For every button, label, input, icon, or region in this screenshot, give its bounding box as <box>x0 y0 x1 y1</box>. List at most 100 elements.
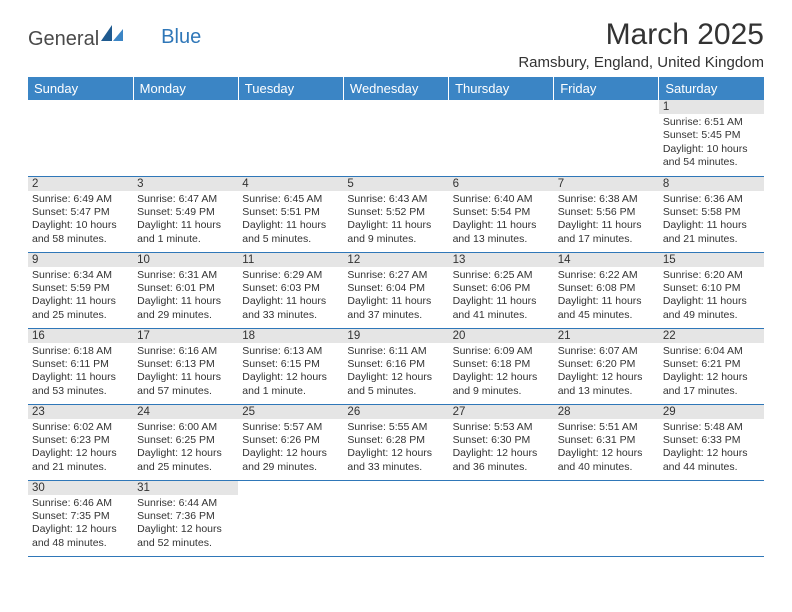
sunrise-text: Sunrise: 6:45 AM <box>242 193 339 206</box>
day-number: 23 <box>28 405 133 419</box>
sunrise-text: Sunrise: 6:31 AM <box>137 269 234 282</box>
sunset-text: Sunset: 7:36 PM <box>137 510 234 523</box>
logo: General Blue <box>28 18 201 51</box>
daylight-text: Daylight: 11 hours and 17 minutes. <box>558 219 655 246</box>
sunset-text: Sunset: 6:15 PM <box>242 358 339 371</box>
sunset-text: Sunset: 5:54 PM <box>453 206 550 219</box>
daylight-text: Daylight: 11 hours and 41 minutes. <box>453 295 550 322</box>
daylight-text: Daylight: 10 hours and 54 minutes. <box>663 143 760 170</box>
sunrise-text: Sunrise: 6:25 AM <box>453 269 550 282</box>
sunrise-text: Sunrise: 6:13 AM <box>242 345 339 358</box>
sunset-text: Sunset: 6:10 PM <box>663 282 760 295</box>
sunset-text: Sunset: 6:25 PM <box>137 434 234 447</box>
weekday-header: Friday <box>554 77 659 100</box>
calendar-cell: 18Sunrise: 6:13 AMSunset: 6:15 PMDayligh… <box>238 328 343 404</box>
calendar-cell: 26 Sunrise: 5:55 AMSunset: 6:28 PMDayligh… <box>343 404 448 480</box>
day-number: 24 <box>133 405 238 419</box>
sunrise-text: Sunrise: 6:29 AM <box>242 269 339 282</box>
day-number: 1 <box>659 100 764 114</box>
daylight-text: Daylight: 11 hours and 45 minutes. <box>558 295 655 322</box>
day-number: 25 <box>238 405 343 419</box>
calendar-cell <box>343 100 448 176</box>
sunrise-text: Sunrise: 5:51 AM <box>558 421 655 434</box>
day-number: 22 <box>659 329 764 343</box>
sunrise-text: Sunrise: 6:38 AM <box>558 193 655 206</box>
calendar-row: 2Sunrise: 6:49 AMSunset: 5:47 PMDaylight… <box>28 176 764 252</box>
day-number: 27 <box>449 405 554 419</box>
calendar-cell: 19Sunrise: 6:11 AMSunset: 6:16 PMDayligh… <box>343 328 448 404</box>
sunset-text: Sunset: 6:31 PM <box>558 434 655 447</box>
calendar-head: SundayMondayTuesdayWednesdayThursdayFrid… <box>28 77 764 100</box>
weekday-header: Wednesday <box>343 77 448 100</box>
daylight-text: Daylight: 12 hours and 44 minutes. <box>663 447 760 474</box>
sunrise-text: Sunrise: 6:44 AM <box>137 497 234 510</box>
weekday-header: Saturday <box>659 77 764 100</box>
sunset-text: Sunset: 6:01 PM <box>137 282 234 295</box>
sunrise-text: Sunrise: 6:18 AM <box>32 345 129 358</box>
logo-text-2: Blue <box>123 26 201 49</box>
sunrise-text: Sunrise: 6:04 AM <box>663 345 760 358</box>
daylight-text: Daylight: 12 hours and 36 minutes. <box>453 447 550 474</box>
day-number: 9 <box>28 253 133 267</box>
weekday-header: Sunday <box>28 77 133 100</box>
calendar-cell: 4Sunrise: 6:45 AMSunset: 5:51 PMDaylight… <box>238 176 343 252</box>
sunset-text: Sunset: 6:04 PM <box>347 282 444 295</box>
day-number: 17 <box>133 329 238 343</box>
day-number: 30 <box>28 481 133 495</box>
day-number: 7 <box>554 177 659 191</box>
day-number: 13 <box>449 253 554 267</box>
calendar-cell: 6Sunrise: 6:40 AMSunset: 5:54 PMDaylight… <box>449 176 554 252</box>
daylight-text: Daylight: 11 hours and 5 minutes. <box>242 219 339 246</box>
day-number: 26 <box>343 405 448 419</box>
calendar-cell <box>449 480 554 556</box>
sunrise-text: Sunrise: 6:22 AM <box>558 269 655 282</box>
sunrise-text: Sunrise: 6:09 AM <box>453 345 550 358</box>
sunset-text: Sunset: 5:52 PM <box>347 206 444 219</box>
day-number: 28 <box>554 405 659 419</box>
day-number: 11 <box>238 253 343 267</box>
sunset-text: Sunset: 5:45 PM <box>663 129 760 142</box>
sunset-text: Sunset: 6:11 PM <box>32 358 129 371</box>
sunset-text: Sunset: 6:30 PM <box>453 434 550 447</box>
sunrise-text: Sunrise: 6:34 AM <box>32 269 129 282</box>
day-number: 31 <box>133 481 238 495</box>
sunset-text: Sunset: 6:06 PM <box>453 282 550 295</box>
sunrise-text: Sunrise: 5:55 AM <box>347 421 444 434</box>
day-number: 10 <box>133 253 238 267</box>
sunset-text: Sunset: 6:28 PM <box>347 434 444 447</box>
sunrise-text: Sunrise: 6:49 AM <box>32 193 129 206</box>
sunset-text: Sunset: 6:20 PM <box>558 358 655 371</box>
calendar-body: 1Sunrise: 6:51 AMSunset: 5:45 PMDaylight… <box>28 100 764 556</box>
calendar-cell: 27Sunrise: 5:53 AMSunset: 6:30 PMDayligh… <box>449 404 554 480</box>
sunset-text: Sunset: 6:26 PM <box>242 434 339 447</box>
sunrise-text: Sunrise: 6:07 AM <box>558 345 655 358</box>
weekday-header: Thursday <box>449 77 554 100</box>
sunrise-text: Sunrise: 5:57 AM <box>242 421 339 434</box>
calendar-cell: 5Sunrise: 6:43 AMSunset: 5:52 PMDaylight… <box>343 176 448 252</box>
calendar-cell: 7Sunrise: 6:38 AMSunset: 5:56 PMDaylight… <box>554 176 659 252</box>
daylight-text: Daylight: 12 hours and 1 minute. <box>242 371 339 398</box>
location-text: Ramsbury, England, United Kingdom <box>518 54 764 71</box>
sunset-text: Sunset: 5:47 PM <box>32 206 129 219</box>
calendar-row: 9Sunrise: 6:34 AMSunset: 5:59 PMDaylight… <box>28 252 764 328</box>
month-title: March 2025 <box>518 18 764 52</box>
calendar-row: 30Sunrise: 6:46 AMSunset: 7:35 PMDayligh… <box>28 480 764 556</box>
calendar-table: SundayMondayTuesdayWednesdayThursdayFrid… <box>28 77 764 557</box>
sunset-text: Sunset: 6:03 PM <box>242 282 339 295</box>
calendar-cell: 29Sunrise: 5:48 AMSunset: 6:33 PMDayligh… <box>659 404 764 480</box>
daylight-text: Daylight: 12 hours and 52 minutes. <box>137 523 234 550</box>
day-content: Sunrise: 6:44 AMSunset: 7:36 PMDaylight:… <box>133 495 238 570</box>
sunset-text: Sunset: 6:21 PM <box>663 358 760 371</box>
calendar-row: 16Sunrise: 6:18 AMSunset: 6:11 PMDayligh… <box>28 328 764 404</box>
calendar-cell: 24Sunrise: 6:00 AMSunset: 6:25 PMDayligh… <box>133 404 238 480</box>
sunset-text: Sunset: 5:58 PM <box>663 206 760 219</box>
sunrise-text: Sunrise: 6:16 AM <box>137 345 234 358</box>
daylight-text: Daylight: 11 hours and 49 minutes. <box>663 295 760 322</box>
day-number: 21 <box>554 329 659 343</box>
calendar-cell: 16Sunrise: 6:18 AMSunset: 6:11 PMDayligh… <box>28 328 133 404</box>
daylight-text: Daylight: 12 hours and 33 minutes. <box>347 447 444 474</box>
calendar-cell: 14Sunrise: 6:22 AMSunset: 6:08 PMDayligh… <box>554 252 659 328</box>
daylight-text: Daylight: 11 hours and 53 minutes. <box>32 371 129 398</box>
calendar-cell: 2Sunrise: 6:49 AMSunset: 5:47 PMDaylight… <box>28 176 133 252</box>
daylight-text: Daylight: 12 hours and 9 minutes. <box>453 371 550 398</box>
